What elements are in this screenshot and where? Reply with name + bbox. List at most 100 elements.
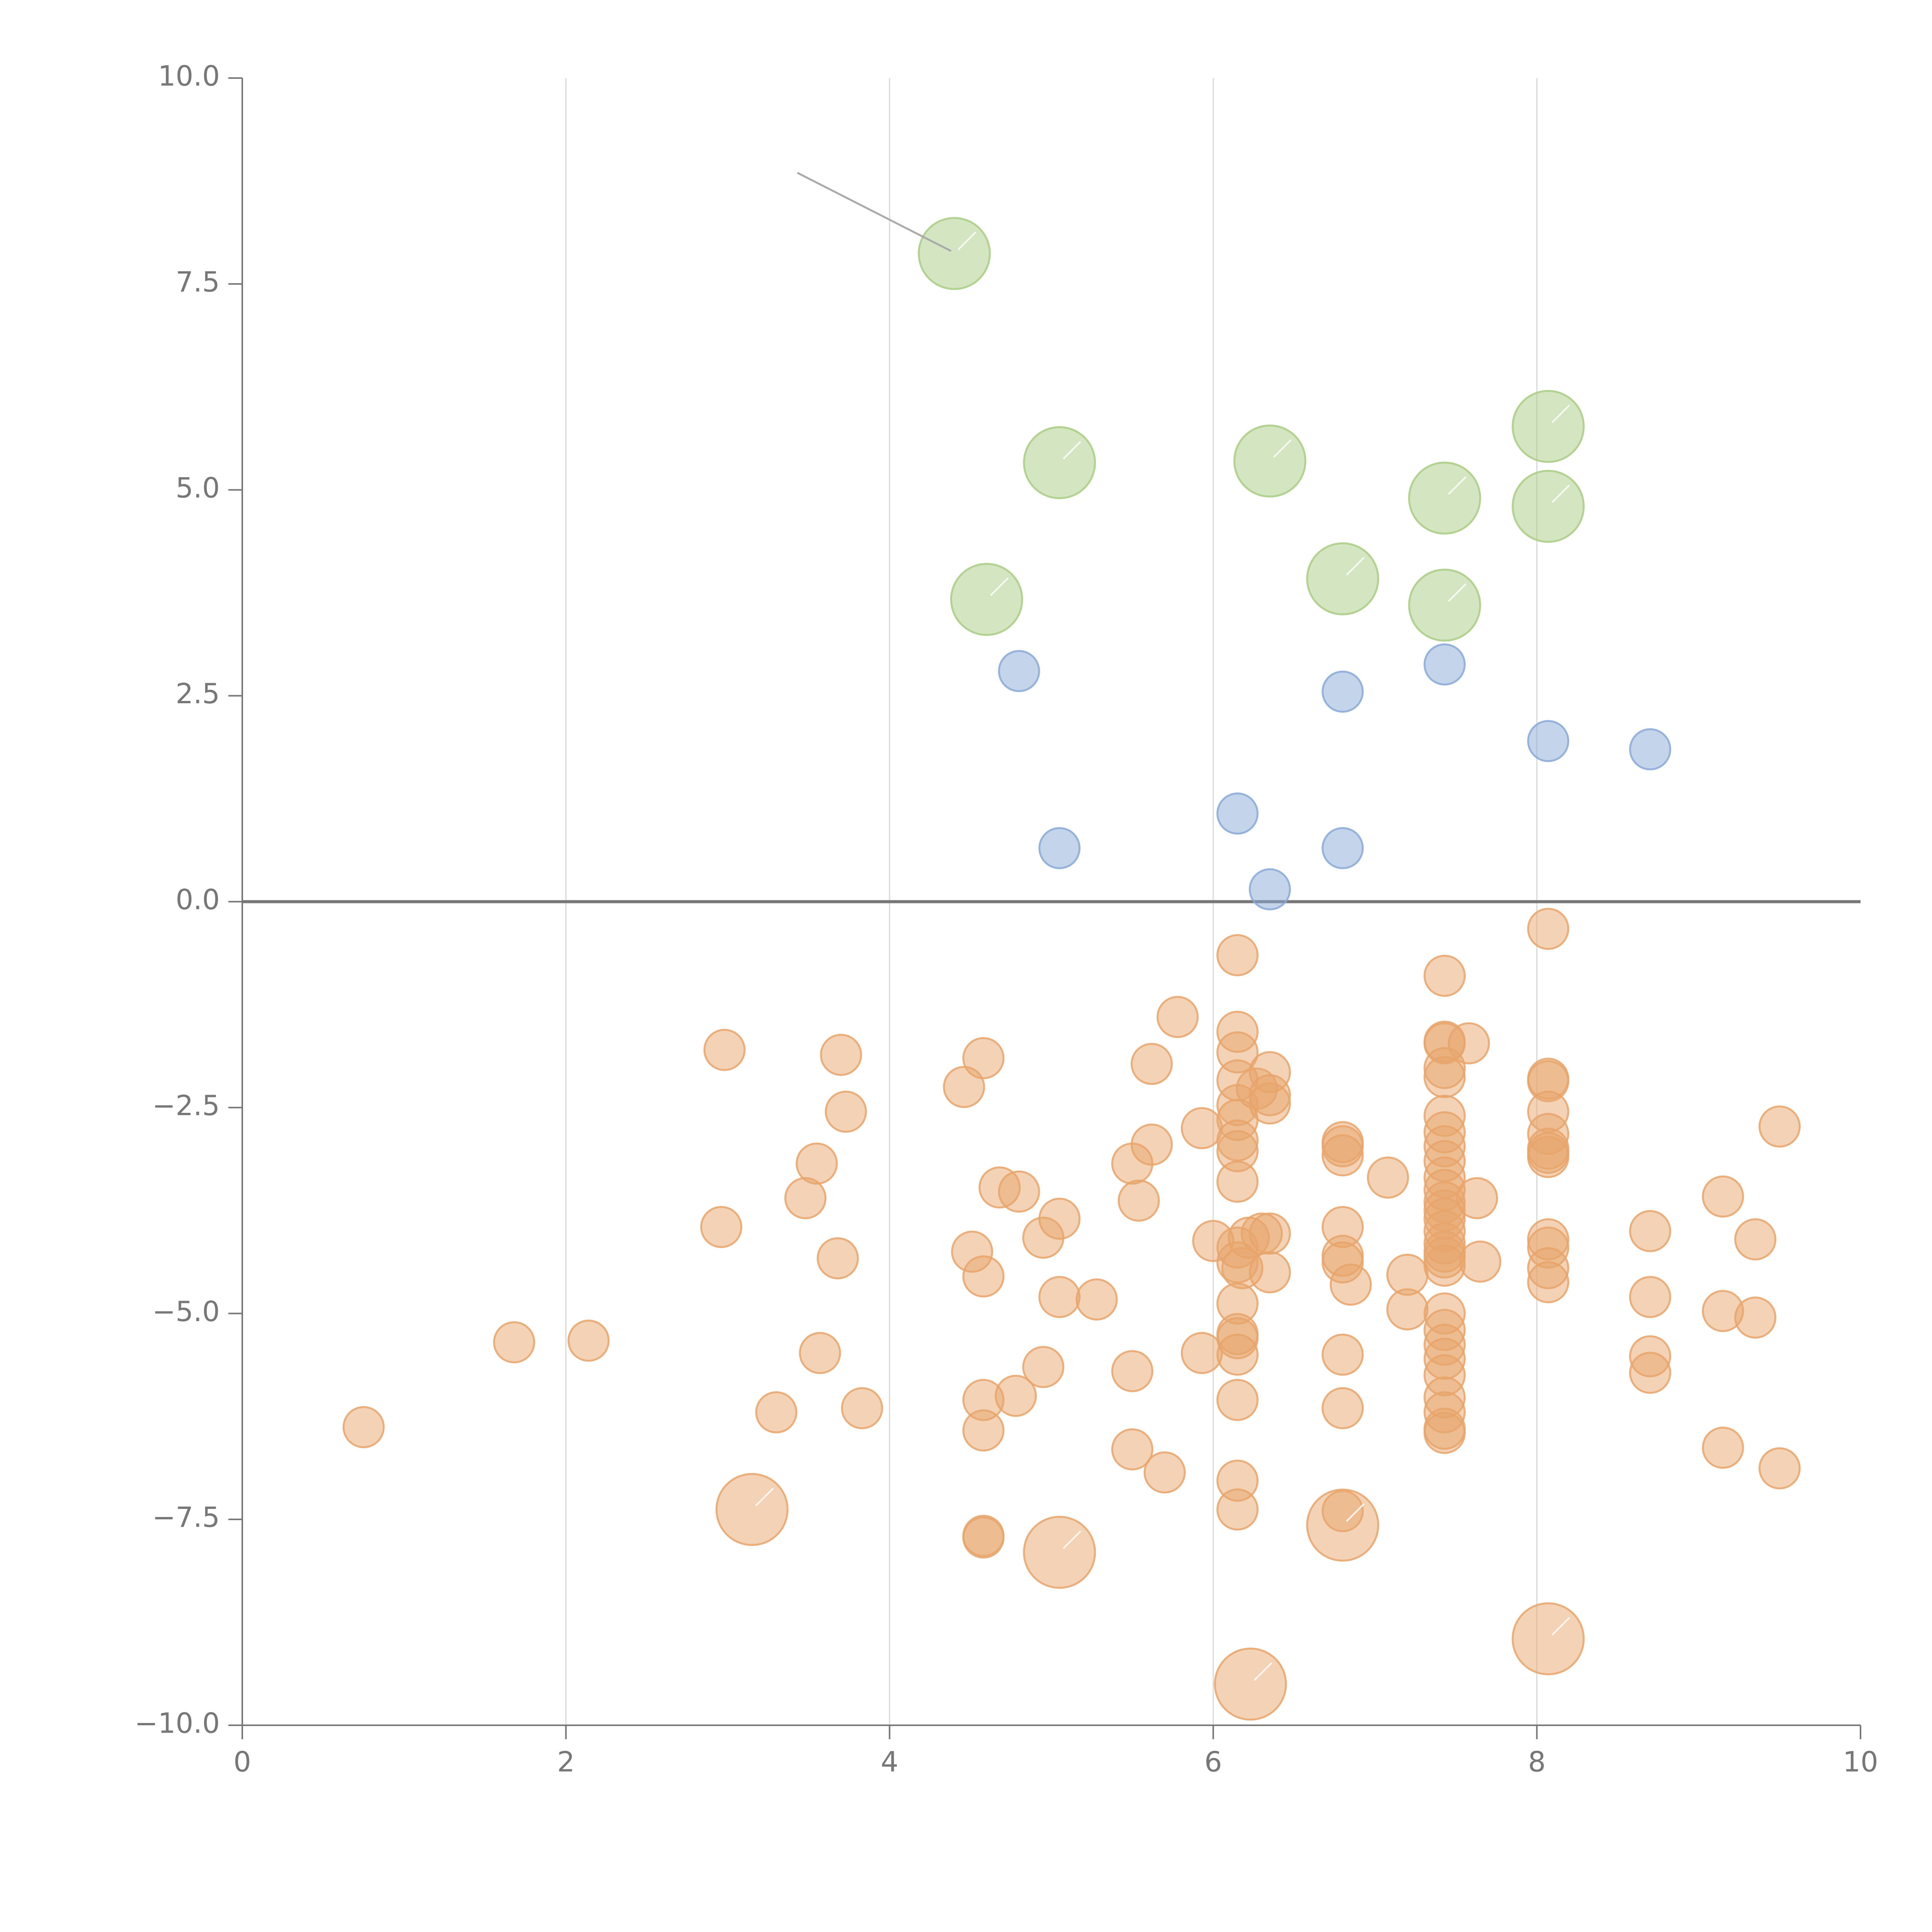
y-tick-label: 10.0 xyxy=(158,60,220,92)
point-orange xyxy=(1156,996,1199,1038)
y-tick-label: −7.5 xyxy=(152,1501,220,1534)
point-orange xyxy=(342,1406,385,1448)
x-tick-label: 8 xyxy=(1528,1746,1546,1778)
y-tick-label: −5.0 xyxy=(152,1295,220,1328)
bubble-highlight xyxy=(1448,583,1467,602)
point-orange xyxy=(995,1374,1037,1417)
bubble-highlight xyxy=(1448,476,1467,495)
bubble-highlight xyxy=(1063,440,1082,459)
point-orange xyxy=(1022,1346,1065,1388)
point-blue xyxy=(1321,827,1364,869)
point-orange xyxy=(962,1409,1005,1452)
point-orange-large xyxy=(1023,1515,1096,1589)
data-points xyxy=(342,217,1801,1721)
point-orange xyxy=(1216,1333,1259,1376)
point-orange xyxy=(998,1170,1040,1213)
x-tick-label: 6 xyxy=(1204,1746,1222,1778)
bubble-highlight xyxy=(1346,1503,1365,1522)
point-orange xyxy=(1111,1428,1153,1471)
leader-line xyxy=(797,172,952,252)
point-green xyxy=(1306,542,1379,616)
point-orange xyxy=(1216,1160,1259,1203)
point-orange xyxy=(1423,1245,1466,1287)
y-tick-label: −10.0 xyxy=(134,1707,220,1740)
point-orange xyxy=(755,1391,798,1434)
bubble-highlight xyxy=(1273,439,1292,458)
point-orange xyxy=(1759,1447,1801,1490)
point-orange-large xyxy=(1214,1647,1287,1721)
point-orange xyxy=(816,1237,859,1279)
bubble-highlight xyxy=(957,231,976,250)
point-orange xyxy=(1180,1332,1223,1374)
point-orange xyxy=(784,1177,827,1219)
point-orange xyxy=(1038,1197,1081,1240)
point-orange xyxy=(1216,1488,1259,1531)
bubble-highlight xyxy=(755,1488,774,1506)
point-orange xyxy=(1702,1175,1744,1218)
point-orange xyxy=(703,1029,746,1071)
point-green xyxy=(1512,469,1585,543)
point-orange xyxy=(1759,1105,1801,1148)
point-orange xyxy=(1038,1276,1081,1318)
point-blue xyxy=(1423,643,1466,686)
bubble-highlight xyxy=(1551,484,1570,503)
point-orange xyxy=(1734,1296,1777,1339)
bubble-highlight xyxy=(1253,1662,1272,1681)
point-orange xyxy=(700,1206,743,1248)
point-orange xyxy=(1321,1134,1364,1177)
point-orange xyxy=(1423,1056,1466,1099)
point-green xyxy=(950,563,1023,636)
point-green xyxy=(1233,424,1306,498)
point-orange xyxy=(1111,1350,1153,1392)
point-blue xyxy=(1321,670,1364,713)
y-tick-label: 2.5 xyxy=(175,677,220,710)
point-orange xyxy=(1629,1210,1672,1252)
y-tick-label: 7.5 xyxy=(175,265,220,298)
point-orange xyxy=(1629,1276,1672,1318)
point-orange xyxy=(820,1034,862,1076)
point-orange xyxy=(1131,1043,1173,1085)
point-orange xyxy=(1321,1333,1364,1376)
point-blue xyxy=(998,650,1040,692)
point-blue xyxy=(1527,720,1570,762)
annotations xyxy=(797,172,952,252)
y-tick-label: 0.0 xyxy=(175,883,220,916)
point-orange xyxy=(1702,1427,1744,1469)
point-orange xyxy=(1143,1451,1186,1494)
point-orange xyxy=(1248,1251,1291,1294)
point-orange-large xyxy=(1306,1488,1379,1562)
bubble-highlight xyxy=(1346,557,1365,576)
point-orange xyxy=(1527,1136,1570,1178)
point-green xyxy=(1023,426,1096,499)
y-tick-label: −2.5 xyxy=(152,1089,220,1122)
point-green xyxy=(1512,390,1585,463)
point-green xyxy=(1408,461,1481,535)
point-orange xyxy=(1423,1412,1466,1454)
point-orange xyxy=(799,1332,841,1374)
x-tick-label: 2 xyxy=(557,1746,575,1778)
point-blue xyxy=(1216,792,1259,835)
point-orange xyxy=(1321,1387,1364,1429)
point-orange xyxy=(1117,1179,1160,1222)
bubble-highlight xyxy=(1551,1617,1570,1636)
y-tick-label: 5.0 xyxy=(175,471,220,504)
point-orange xyxy=(1367,1156,1409,1199)
point-orange xyxy=(1330,1264,1372,1306)
bubble-highlight xyxy=(1551,405,1570,423)
point-orange xyxy=(1248,1082,1291,1125)
point-orange xyxy=(567,1320,610,1362)
point-orange xyxy=(1448,1022,1490,1065)
point-orange-large xyxy=(715,1473,789,1546)
point-orange xyxy=(1386,1288,1429,1331)
point-orange xyxy=(1734,1218,1777,1260)
point-orange xyxy=(1459,1240,1502,1283)
point-orange xyxy=(962,1516,1005,1559)
x-tick-label: 0 xyxy=(233,1746,251,1778)
point-orange xyxy=(1131,1123,1173,1166)
point-blue xyxy=(1629,728,1672,770)
point-blue xyxy=(1038,827,1081,869)
point-orange xyxy=(493,1321,536,1364)
point-orange xyxy=(825,1090,867,1133)
point-orange xyxy=(1456,1177,1498,1219)
